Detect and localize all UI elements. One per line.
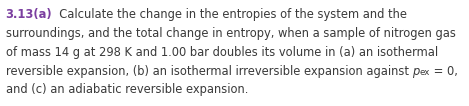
Text: reversible expansion, (b) an isothermal irreversible expansion against: reversible expansion, (b) an isothermal … [6, 65, 412, 78]
Text: p: p [412, 65, 419, 78]
Text: = 0,: = 0, [430, 65, 458, 78]
Text: and (c) an adiabatic reversible expansion.: and (c) an adiabatic reversible expansio… [6, 83, 248, 96]
Text: of mass 14 g at 298 K and 1.00 bar doubles its volume in (a) an isothermal: of mass 14 g at 298 K and 1.00 bar doubl… [6, 46, 438, 59]
Text: Calculate the change in the entropies of the system and the: Calculate the change in the entropies of… [52, 8, 407, 21]
Text: ex: ex [419, 68, 430, 77]
Text: surroundings, and the total change in entropy, when a sample of nitrogen gas: surroundings, and the total change in en… [6, 27, 455, 40]
Text: 3.13(a): 3.13(a) [6, 8, 52, 21]
